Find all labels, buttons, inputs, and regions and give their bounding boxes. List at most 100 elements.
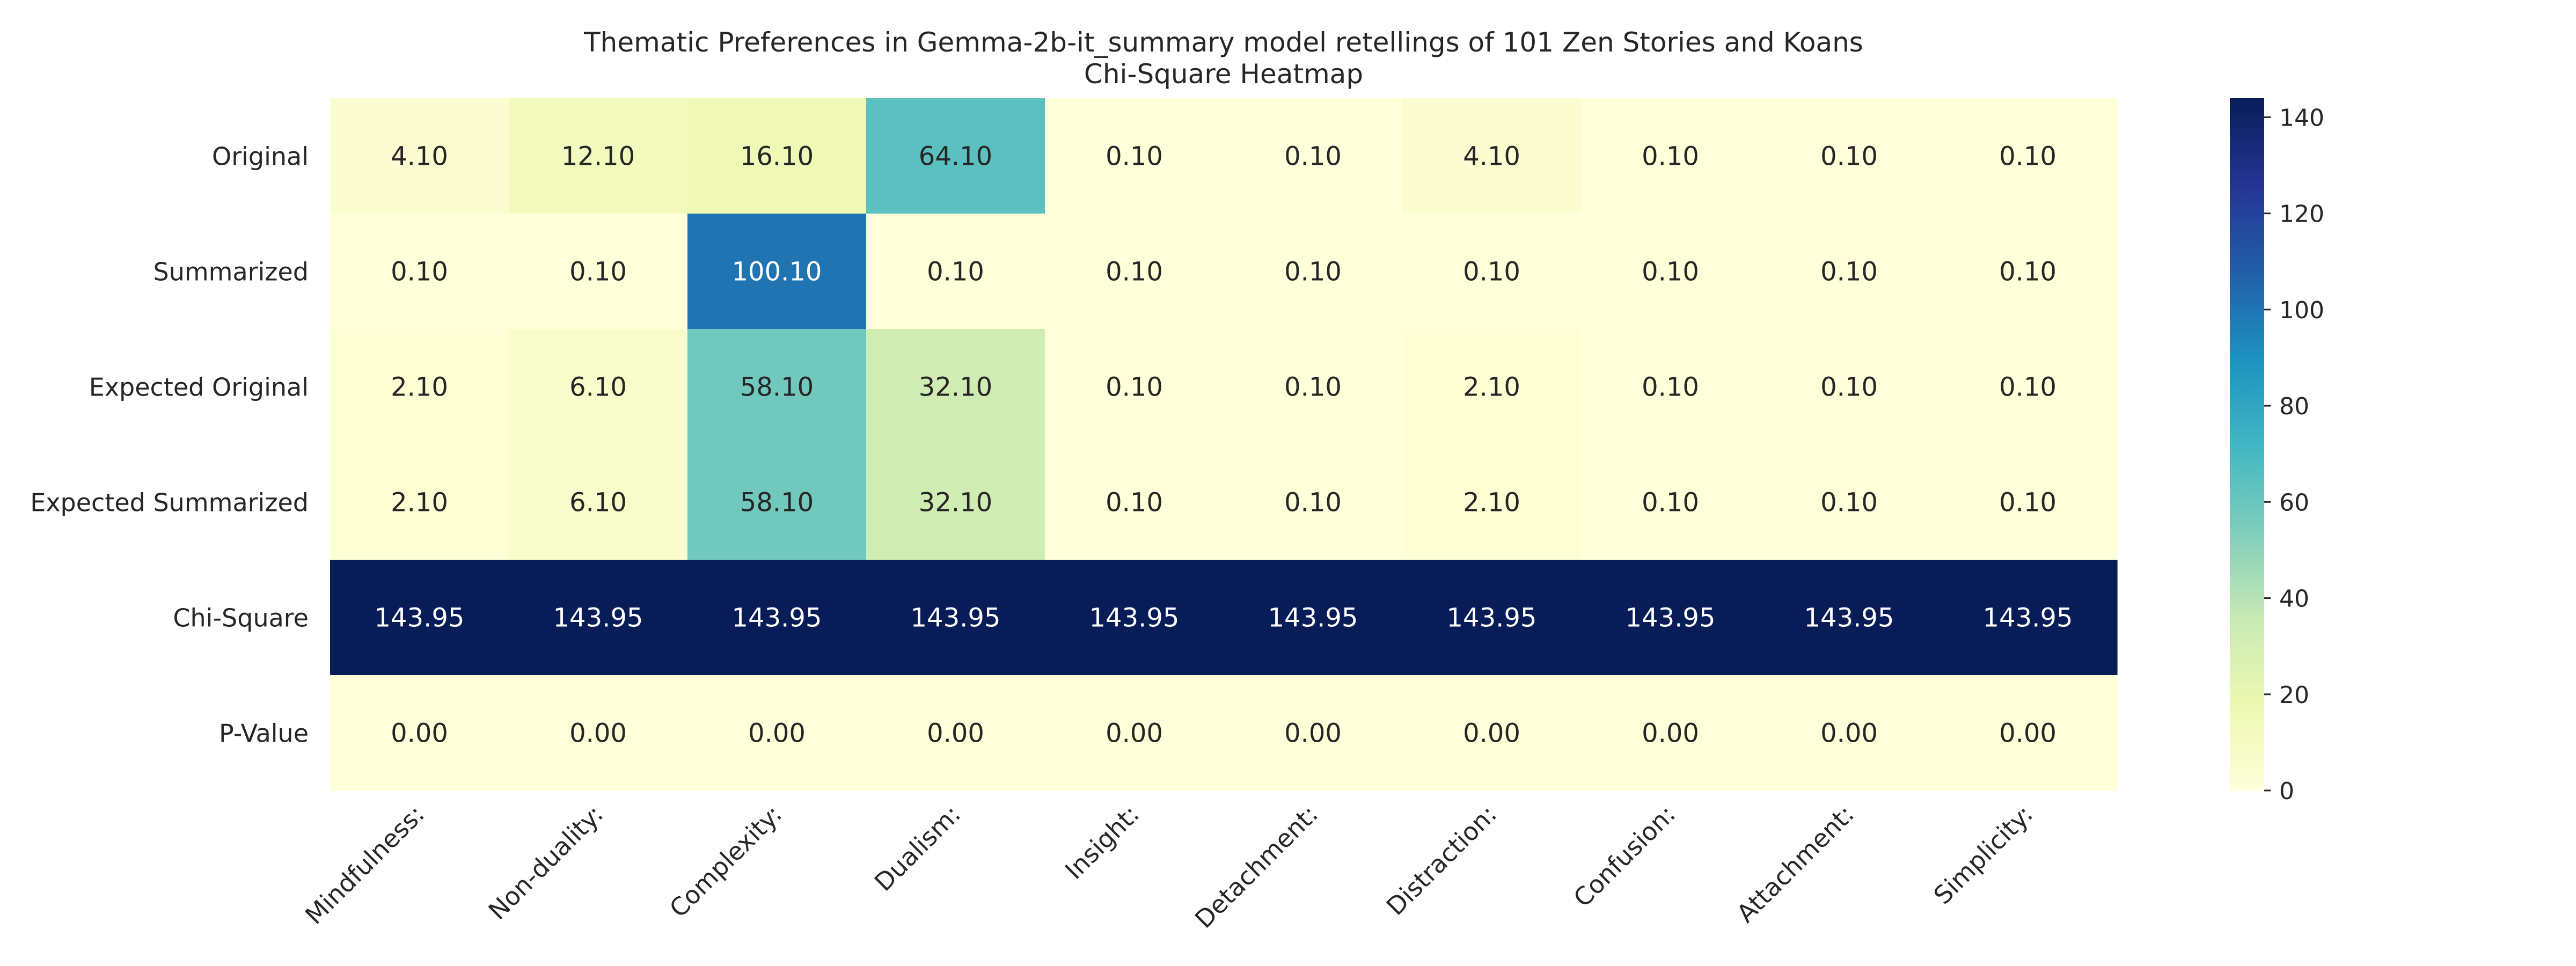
cell-value-label: 0.10 bbox=[1284, 488, 1342, 518]
heatmap-cell bbox=[1581, 675, 1760, 791]
heatmap-cell bbox=[330, 214, 509, 330]
column-label-simplicity: Simplicity: bbox=[1928, 800, 2038, 910]
heatmap-cell bbox=[1045, 329, 1224, 445]
heatmap-cell bbox=[1224, 675, 1403, 791]
heatmap-cell bbox=[1402, 214, 1582, 330]
heatmap-cell bbox=[687, 444, 867, 560]
row-label-expected-original: Expected Original bbox=[89, 373, 309, 402]
heatmap-cell bbox=[330, 444, 509, 560]
cell-value-label: 143.95 bbox=[1983, 603, 2073, 633]
cell-value-label: 0.10 bbox=[1642, 257, 1699, 287]
column-label-insight: Insight: bbox=[1059, 800, 1145, 885]
cell-value-label: 0.10 bbox=[1642, 372, 1699, 402]
cell-value-label: 0.10 bbox=[569, 257, 627, 287]
cell-value-label: 0.10 bbox=[1642, 488, 1699, 518]
chart-subtitle: Chi-Square Heatmap bbox=[1084, 58, 1363, 90]
cell-value-label: 0.10 bbox=[1106, 372, 1163, 402]
heatmap-cell bbox=[1224, 98, 1403, 214]
heatmap-cell bbox=[1402, 98, 1582, 214]
colorbar-tick-label: 100 bbox=[2279, 297, 2324, 324]
cell-value-label: 143.95 bbox=[1268, 603, 1358, 633]
cell-value-label: 0.00 bbox=[1106, 719, 1163, 749]
cell-value-label: 32.10 bbox=[919, 372, 992, 402]
cell-value-label: 0.10 bbox=[927, 257, 984, 287]
heatmap-cell bbox=[687, 98, 867, 214]
heatmap-cell bbox=[1581, 214, 1760, 330]
heatmap-cell bbox=[1045, 98, 1224, 214]
cell-value-label: 143.95 bbox=[1089, 603, 1180, 633]
heatmap-cell bbox=[330, 675, 509, 791]
cell-value-label: 0.10 bbox=[391, 257, 448, 287]
cell-value-label: 2.10 bbox=[391, 372, 448, 402]
heatmap-cell bbox=[1581, 444, 1760, 560]
heatmap-cell bbox=[866, 329, 1045, 445]
heatmap-cell bbox=[866, 214, 1045, 330]
column-label-detachment: Detachment: bbox=[1189, 800, 1323, 934]
column-label-complexity: Complexity: bbox=[664, 800, 787, 923]
cell-value-label: 0.10 bbox=[1999, 372, 2057, 402]
colorbar-tick-label: 80 bbox=[2279, 393, 2309, 420]
colorbar-tick-label: 0 bbox=[2279, 778, 2294, 805]
heatmap-cell bbox=[509, 444, 688, 560]
cell-value-label: 0.10 bbox=[1106, 488, 1163, 518]
colorbar-tick-label: 40 bbox=[2279, 586, 2309, 613]
heatmap-cell bbox=[1045, 560, 1224, 676]
row-labels: Original Summarized Expected Original Expec… bbox=[30, 142, 309, 748]
cell-value-label: 16.10 bbox=[740, 142, 814, 172]
cell-value-label: 143.95 bbox=[553, 603, 643, 633]
column-label-dualism: Dualism: bbox=[869, 800, 966, 897]
heatmap-cell bbox=[687, 214, 867, 330]
heatmap-cell bbox=[1760, 98, 1939, 214]
cell-value-label: 0.10 bbox=[1999, 257, 2057, 287]
heatmap-cell bbox=[1760, 214, 1939, 330]
cell-value-label: 0.10 bbox=[1820, 257, 1878, 287]
heatmap-cell bbox=[509, 214, 688, 330]
heatmap-cell bbox=[1938, 329, 2118, 445]
column-labels: Mindfulness: Non-duality: Complexity: Duali… bbox=[299, 800, 2038, 934]
heatmap-cell bbox=[1045, 444, 1224, 560]
cell-value-label: 0.10 bbox=[1106, 257, 1163, 287]
cell-value-label: 143.95 bbox=[375, 603, 465, 633]
cell-value-label: 0.00 bbox=[569, 719, 627, 749]
heatmap-cell bbox=[1224, 214, 1403, 330]
heatmap-cell bbox=[509, 98, 688, 214]
heatmap-cell bbox=[1045, 214, 1224, 330]
heatmap-cell bbox=[1760, 329, 1939, 445]
heatmap-cell bbox=[1760, 444, 1939, 560]
heatmap-cell bbox=[1938, 98, 2118, 214]
chart-title: Thematic Preferences in Gemma-2b-it_summ… bbox=[583, 27, 1863, 58]
heatmap-cell bbox=[866, 560, 1045, 676]
heatmap-cell bbox=[1938, 675, 2118, 791]
heatmap-cell bbox=[1581, 98, 1760, 214]
cell-value-label: 6.10 bbox=[569, 372, 627, 402]
cell-value-label: 0.00 bbox=[1284, 719, 1342, 749]
cell-value-label: 143.95 bbox=[1804, 603, 1894, 633]
heatmap-cell bbox=[1760, 560, 1939, 676]
cell-value-label: 0.10 bbox=[1820, 488, 1878, 518]
heatmap-cell bbox=[866, 444, 1045, 560]
column-label-non-duality: Non-duality: bbox=[483, 800, 609, 926]
heatmap-cell bbox=[1224, 329, 1403, 445]
heatmap-cell bbox=[1581, 329, 1760, 445]
row-label-chi-square: Chi-Square bbox=[173, 604, 309, 633]
colorbar-tick-label: 120 bbox=[2279, 201, 2324, 228]
column-label-attachment: Attachment: bbox=[1731, 800, 1860, 928]
heatmap-cell bbox=[687, 675, 867, 791]
cell-value-label: 143.95 bbox=[732, 603, 822, 633]
heatmap-cell bbox=[330, 329, 509, 445]
colorbar-tick-label: 60 bbox=[2279, 489, 2309, 516]
heatmap-cell bbox=[1938, 444, 2118, 560]
cell-value-label: 0.00 bbox=[1999, 719, 2057, 749]
colorbar-gradient bbox=[2230, 98, 2264, 791]
cell-value-label: 143.95 bbox=[1447, 603, 1537, 633]
cell-value-label: 58.10 bbox=[740, 372, 814, 402]
heatmap-cell bbox=[509, 675, 688, 791]
cell-value-label: 0.10 bbox=[1999, 142, 2057, 172]
row-label-original: Original bbox=[212, 142, 309, 171]
row-label-p-value: P-Value bbox=[219, 719, 309, 748]
heatmap-cell bbox=[866, 675, 1045, 791]
heatmap-cell bbox=[1938, 560, 2118, 676]
column-label-confusion: Confusion: bbox=[1568, 800, 1681, 913]
heatmap-cell bbox=[1938, 214, 2118, 330]
